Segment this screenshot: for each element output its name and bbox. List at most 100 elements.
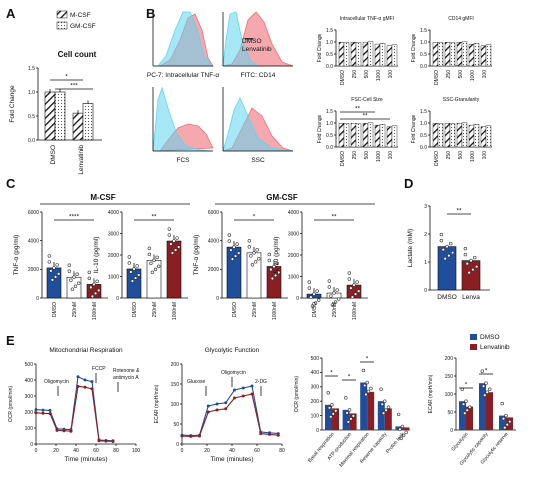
- panel-c-xtick: DMSO: [232, 302, 238, 317]
- group-bar-dot: [399, 436, 403, 441]
- line-plot-ytick-label: 500: [25, 362, 34, 368]
- legend-swatch-mcsf: [56, 10, 68, 19]
- group-bar-dot: [346, 420, 351, 424]
- annot-oligomycin: Oligomycin: [44, 379, 69, 385]
- panel-c-xtick: 1000nM: [172, 302, 178, 320]
- group-bar-xtick: Glycolysis: [450, 431, 469, 452]
- panel-c-plot-ytick-label: 1000: [288, 274, 299, 280]
- panel-c-dot: [250, 263, 255, 267]
- group-bar-lenva: [486, 392, 493, 430]
- panel-c-dot: [133, 276, 138, 280]
- panel-c-dot: [247, 245, 252, 249]
- panel-c-dot: [50, 278, 55, 282]
- line-point-lenva: [224, 407, 228, 411]
- hist-tnf-lenva: [153, 11, 214, 67]
- group-bar-dot: [329, 415, 333, 419]
- panel-c-xtick: 1000nM: [352, 302, 358, 320]
- mini-plot-ytick-label: 0.0: [326, 64, 333, 70]
- panel-c-xtick: 1000nM: [272, 302, 278, 320]
- panel-c-bar: [66, 276, 82, 299]
- panel-c-dot: [253, 260, 258, 264]
- mini-xtick: DMSO: [340, 70, 346, 85]
- group-bar-dot: [366, 389, 371, 394]
- line-plot-xtick: 60: [254, 448, 260, 454]
- mini-ylabel: Fold Change: [411, 114, 417, 143]
- panel-c-dot: [336, 297, 341, 301]
- panel-c-dot: [327, 279, 332, 283]
- mini-xtick: DMSO: [434, 151, 440, 166]
- group-bar-plot-ytick-label: 150: [445, 374, 454, 380]
- mini-title: Intracellular TNF-α gMFI: [340, 16, 394, 22]
- line-point-dmso: [83, 378, 87, 382]
- group-bar-dot: [500, 401, 504, 406]
- line-plot-ytick-label: 200: [25, 410, 34, 416]
- panel-c-plot-ytick-label: 6000: [208, 210, 219, 216]
- mini-plot-ytick-label: 1.5: [420, 109, 427, 115]
- panel-c-xtick: 250nM: [72, 302, 78, 317]
- group-bar-dot: [503, 425, 507, 430]
- panel-c-plot-ytick-label: 0: [36, 296, 39, 302]
- line-plot-ytick-label: 150: [171, 382, 180, 388]
- panel-c-xtick: DMSO: [52, 302, 58, 317]
- group-bar-dmso: [479, 383, 486, 430]
- panel-c-dot: [252, 251, 256, 255]
- mini-bar: [456, 41, 463, 67]
- panel-c-plot-ytick-label: 2000: [28, 267, 39, 273]
- panel-c-dot: [73, 284, 78, 288]
- mini-bar: [480, 126, 487, 148]
- line-plot-xlabel: Time (minutes): [64, 456, 107, 463]
- panel-d-dot: [441, 247, 445, 252]
- line-point-lenva: [233, 396, 236, 400]
- mini-bar: [473, 43, 480, 67]
- group-bar-dmso: [342, 409, 350, 430]
- panel-c-dot: [332, 291, 336, 295]
- line-point-dmso: [48, 408, 52, 412]
- panel-c-dot: [150, 270, 155, 275]
- group-bar-dot: [481, 384, 486, 388]
- mini-xtick: 1000: [470, 70, 476, 81]
- panel-c-dot: [147, 246, 152, 251]
- mini-xtick: 250: [352, 151, 358, 160]
- panel-c-dot: [92, 282, 96, 287]
- panel-c-dot: [270, 276, 275, 281]
- panel-d-dot: [439, 238, 444, 243]
- group-bar-dot: [344, 396, 348, 400]
- group-bar-dot: [386, 405, 391, 409]
- hist-ssc-label: SSC: [251, 157, 265, 164]
- panel-a-xtick: Lenvatinib: [78, 145, 85, 175]
- group-bar-lenva: [332, 408, 339, 430]
- panel-c-dot: [230, 257, 235, 261]
- mini-bar: [432, 122, 439, 148]
- line-point-dmso: [90, 380, 94, 384]
- group-bar-dmso: [377, 401, 385, 430]
- panel-a-ytick-label: 0.5: [28, 114, 35, 120]
- mini-bar: [473, 124, 480, 148]
- panel-d-dot: [473, 255, 477, 260]
- mini-plot-ytick-label: 0.5: [420, 52, 427, 58]
- panel-d-dot: [447, 253, 451, 258]
- group-bar-lenva: [349, 413, 357, 430]
- panel-c-dot: [255, 248, 259, 252]
- group-bar-dot: [464, 399, 468, 403]
- mini-xtick: 250: [352, 70, 358, 79]
- panel-c-dot: [47, 260, 52, 264]
- panel-c-dot: [167, 227, 172, 231]
- line-plot-xtick: 80: [113, 448, 119, 454]
- line-point-dmso: [206, 404, 210, 408]
- panel-c-dot: [76, 281, 81, 285]
- line-plot-xtick: 100: [132, 448, 141, 454]
- mini-sig: **: [362, 113, 368, 120]
- panel-a-sig: *: [65, 74, 68, 81]
- panel-c-dot: [330, 303, 335, 307]
- panel-c-dot: [170, 251, 175, 255]
- line-point-lenva: [90, 387, 94, 391]
- line-plot-xtick: 60: [93, 448, 99, 454]
- panel-c-dot: [315, 289, 319, 293]
- panel-c-plot-ytick-label: 2000: [208, 267, 219, 273]
- panel-c-dot: [227, 233, 232, 237]
- group-bar-dot: [363, 383, 367, 388]
- mini-xtick: 100: [482, 151, 488, 160]
- mini-bar: [367, 41, 374, 67]
- panel-d-dot: [469, 258, 473, 263]
- legend-gmcsf: GM-CSF: [70, 23, 96, 30]
